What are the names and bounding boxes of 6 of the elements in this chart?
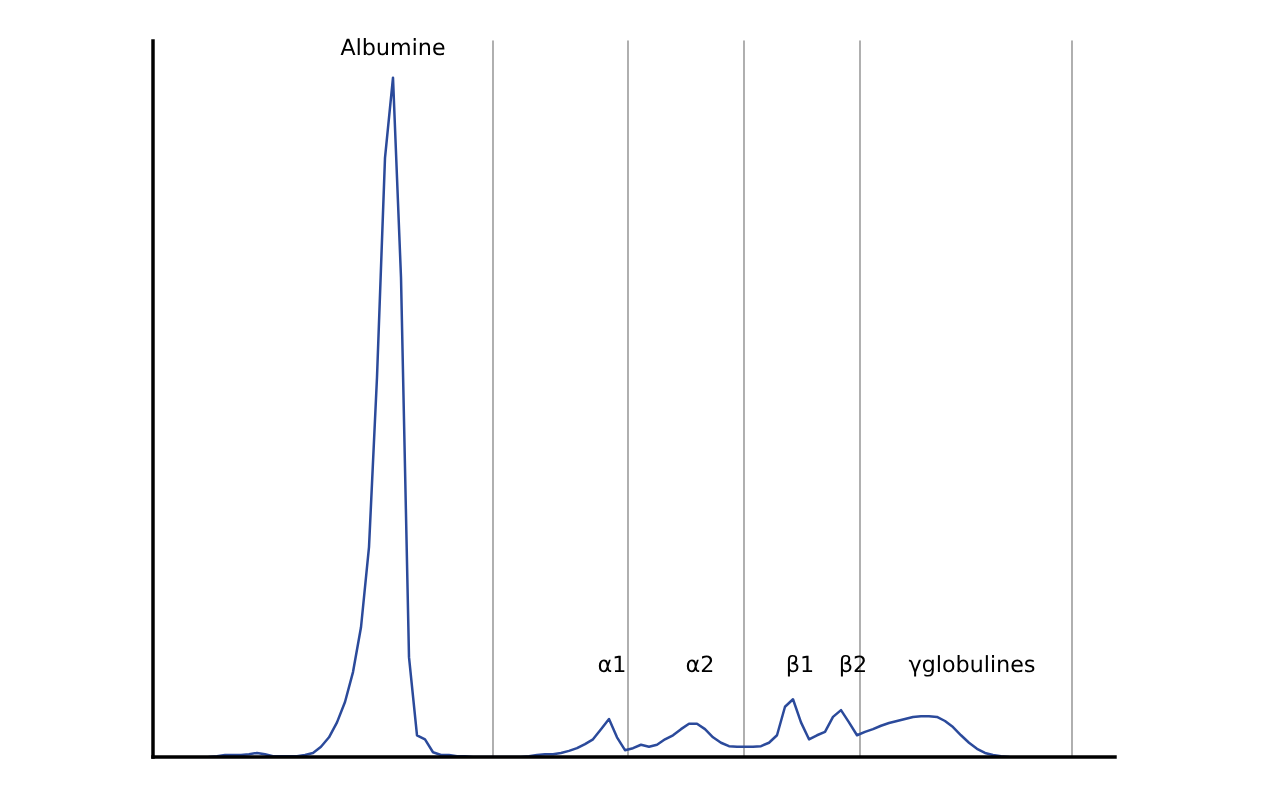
annotation: β1: [787, 654, 813, 677]
annotation: β2: [840, 654, 865, 677]
text: Albumine: [340, 38, 445, 56]
annotation: α1: [598, 655, 625, 673]
annotation: α2: [686, 655, 713, 673]
annotation: γglobulines: [908, 655, 1035, 677]
